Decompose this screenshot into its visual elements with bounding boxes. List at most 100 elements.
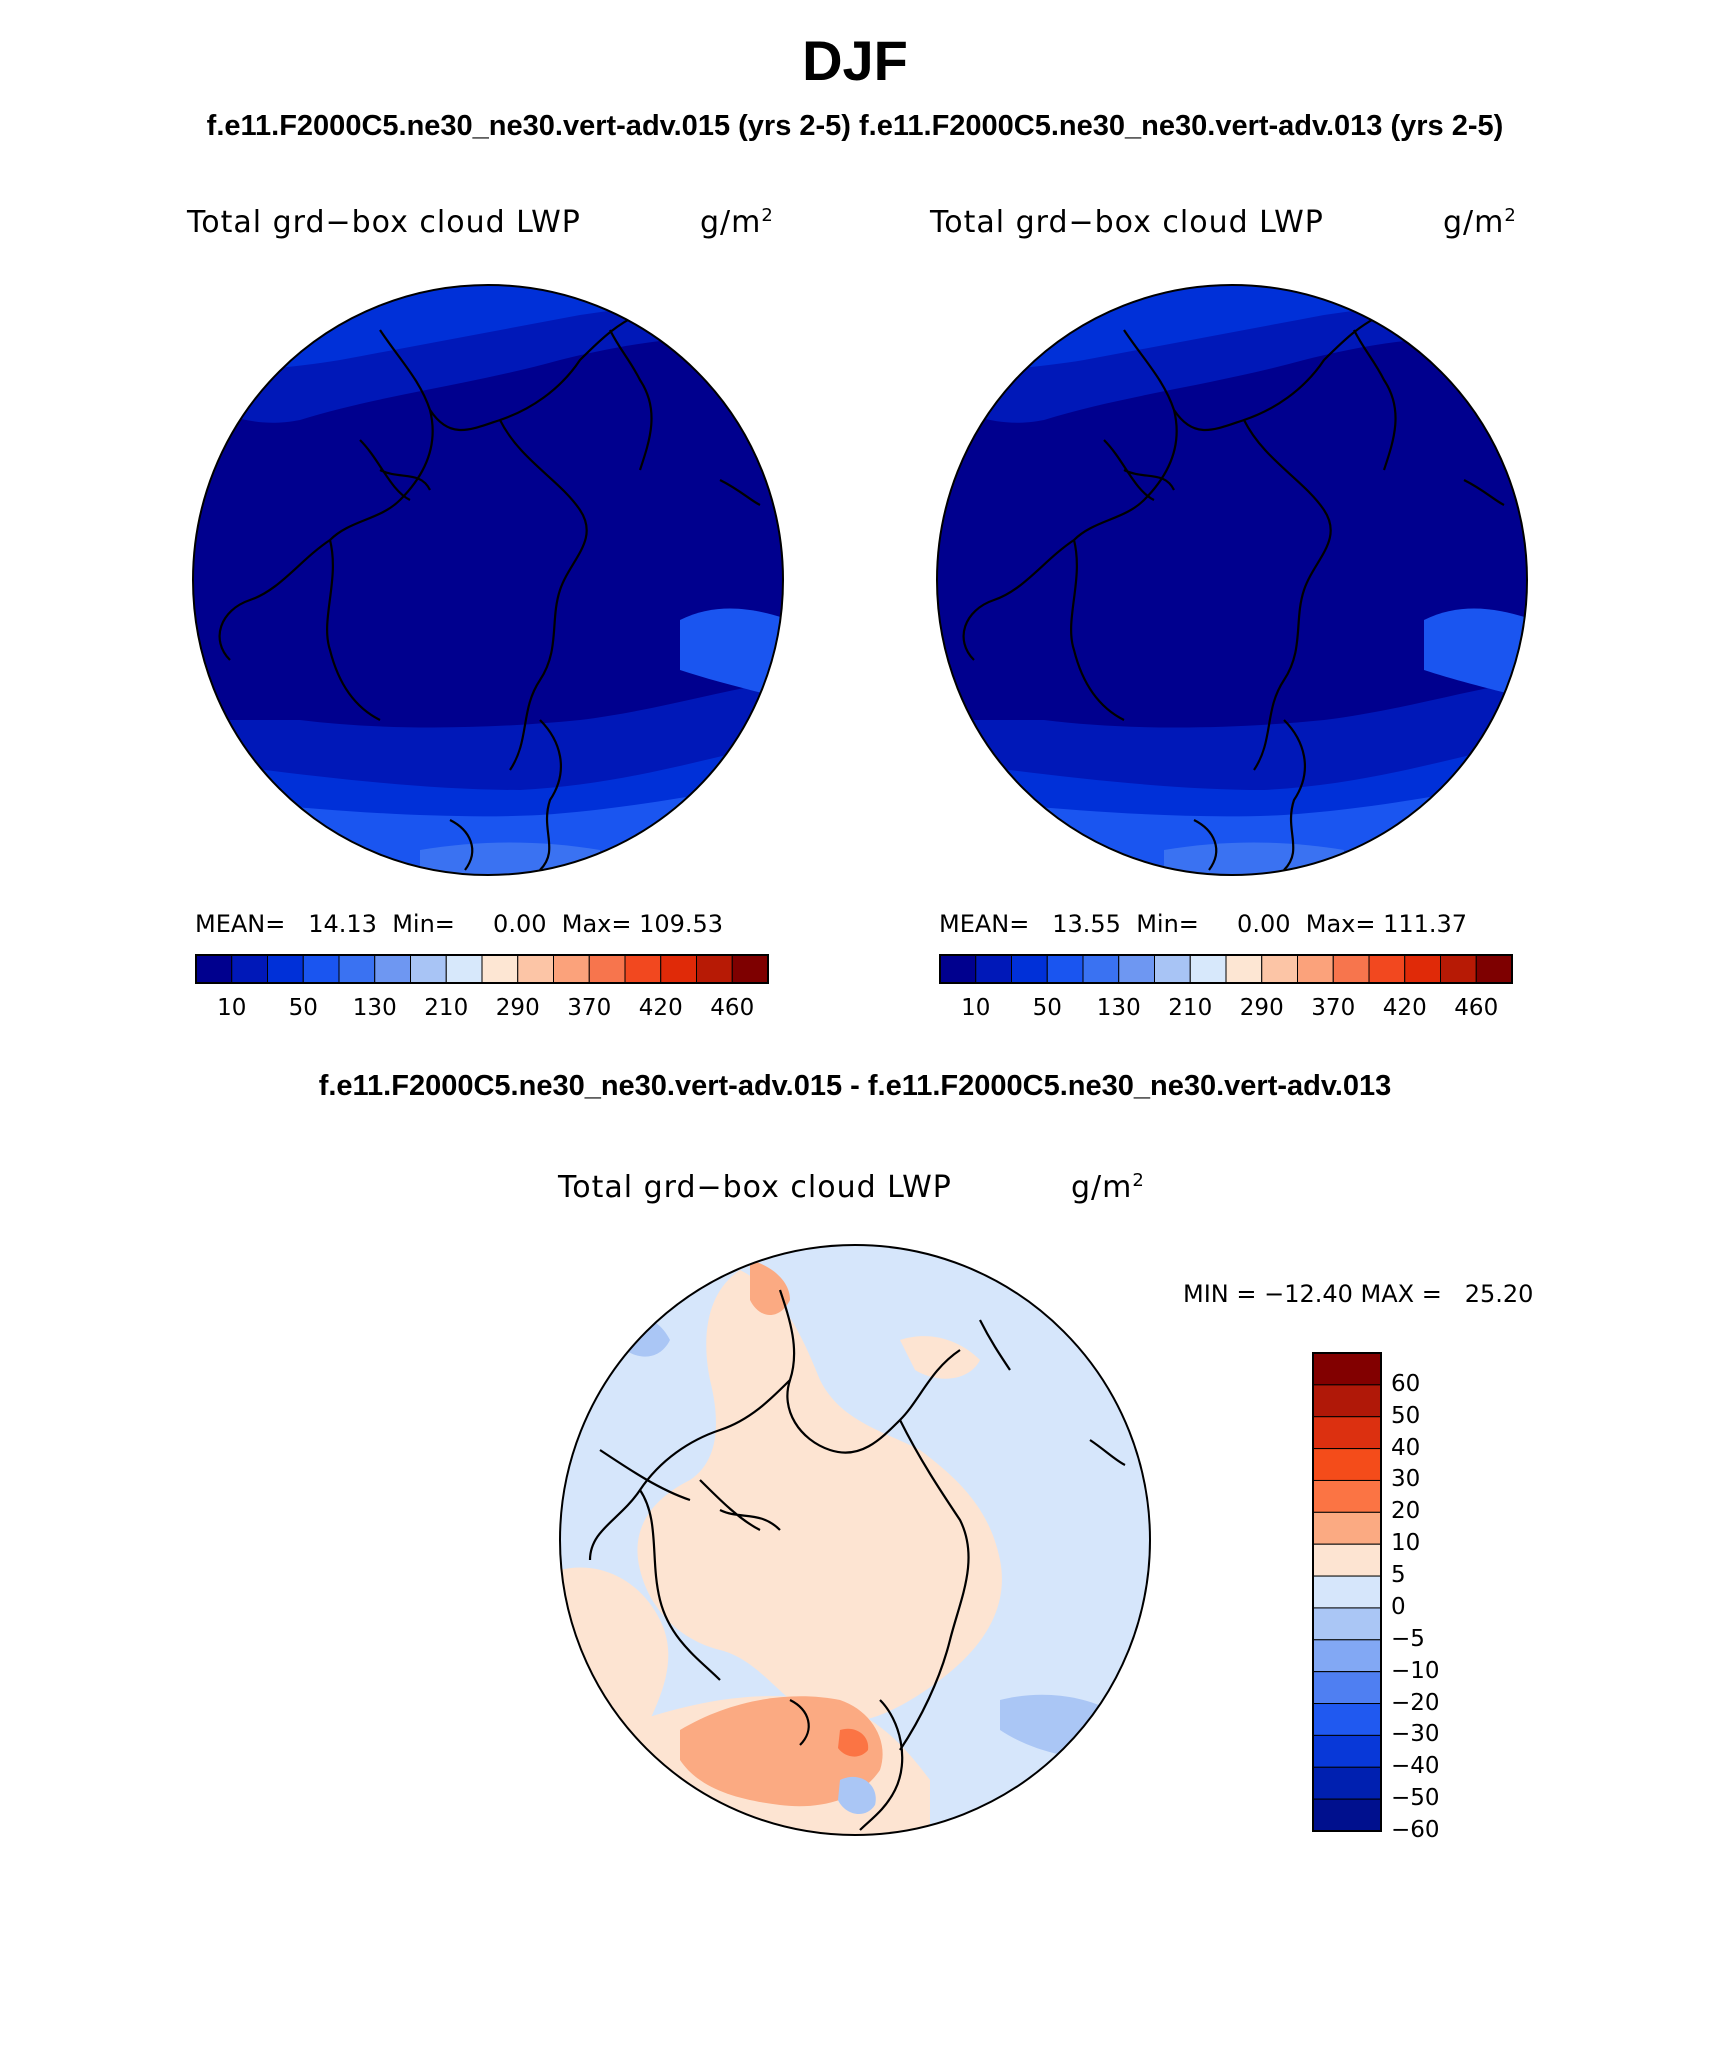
colorbar-swatch (1154, 954, 1191, 984)
colorbar-swatch (1312, 1416, 1382, 1450)
panel1-colorbar (195, 954, 769, 984)
colorbar-swatch (1475, 954, 1513, 984)
colorbar-tick-label: −20 (1391, 1689, 1440, 1716)
panel1-units-exp: 2 (761, 205, 774, 226)
colorbar-tick-label: 370 (1311, 995, 1356, 1021)
colorbar-tick-label: −5 (1391, 1625, 1425, 1652)
panel2-units-label: g/m2 (1443, 205, 1517, 240)
panel1-map (192, 284, 784, 876)
colorbar-tick-label: 30 (1391, 1466, 1421, 1493)
colorbar-tick-label: 460 (1454, 995, 1499, 1021)
colorbar-swatch (1312, 1575, 1382, 1609)
case-names: f.e11.F2000C5.ne30_ne30.vert-adv.015 (yr… (206, 110, 1504, 142)
colorbar-frame (195, 954, 769, 984)
panel1-variable-label: Total grd−box cloud LWP (187, 205, 581, 240)
colorbar-tick-label: −60 (1391, 1817, 1440, 1843)
colorbar-swatch (624, 954, 662, 984)
colorbar-swatch (696, 954, 733, 984)
colorbar-tick-label: 130 (1096, 995, 1141, 1021)
diff-units-base: g/m (1071, 1170, 1133, 1205)
colorbar-tick-label: 130 (352, 995, 397, 1021)
colorbar-swatch (1312, 1479, 1382, 1513)
diff-minmax: MIN = −12.40 MAX = 25.20 (1183, 1280, 1534, 1308)
colorbar-swatch (1011, 954, 1048, 984)
colorbar-tick-label: 460 (710, 995, 755, 1021)
colorbar-tick-label: 40 (1391, 1434, 1421, 1461)
colorbar-swatch (1312, 1798, 1382, 1832)
colorbar-swatch (1118, 954, 1155, 984)
panel2-units-exp: 2 (1504, 205, 1517, 226)
colorbar-swatch (1297, 954, 1334, 984)
colorbar-frame (1312, 1352, 1382, 1832)
colorbar-swatch (481, 954, 519, 984)
colorbar-tick-label: −50 (1391, 1785, 1440, 1812)
colorbar-swatch (553, 954, 590, 984)
colorbar-swatch (588, 954, 626, 984)
colorbar-tick-label: 290 (495, 995, 540, 1021)
colorbar-tick-label: 210 (424, 995, 469, 1021)
colorbar-tick-label: 420 (638, 995, 683, 1021)
colorbar-swatch (1312, 1384, 1382, 1418)
colorbar-swatch (517, 954, 554, 984)
colorbar-tick-label: 370 (567, 995, 612, 1021)
colorbar-swatch (1312, 1639, 1382, 1673)
diff-case-names: f.e11.F2000C5.ne30_ne30.vert-adv.015 - f… (318, 1070, 1392, 1102)
colorbar-swatch (374, 954, 411, 984)
colorbar-swatch (1312, 1766, 1382, 1800)
colorbar-tick-label: 5 (1391, 1562, 1406, 1589)
colorbar-swatch (195, 954, 233, 984)
colorbar-swatch (410, 954, 447, 984)
colorbar-swatch (445, 954, 483, 984)
panel2-stats: MEAN= 13.55 Min= 0.00 Max= 111.37 (939, 910, 1468, 938)
colorbar-swatch (1312, 1607, 1382, 1641)
colorbar-swatch (1261, 954, 1298, 984)
colorbar-tick-label: 50 (288, 995, 318, 1021)
colorbar-swatch (1440, 954, 1477, 984)
colorbar-swatch (1046, 954, 1084, 984)
colorbar-swatch (1312, 1543, 1382, 1577)
colorbar-tick-label: 60 (1391, 1370, 1421, 1397)
panel2-variable-label: Total grd−box cloud LWP (930, 205, 1324, 240)
colorbar-swatch (1368, 954, 1406, 984)
colorbar-swatch (1404, 954, 1441, 984)
colorbar-tick-label: 420 (1382, 995, 1427, 1021)
colorbar-swatch (1332, 954, 1370, 984)
colorbar-tick-label: 0 (1391, 1593, 1406, 1620)
colorbar-tick-label: 10 (1391, 1530, 1421, 1557)
diff-units-label: g/m2 (1071, 1170, 1145, 1205)
panel1-units-base: g/m (700, 205, 762, 240)
colorbar-tick-label: 10 (961, 995, 991, 1021)
colorbar-swatch (975, 954, 1012, 984)
colorbar-swatch (1312, 1511, 1382, 1545)
colorbar-swatch (1312, 1352, 1382, 1386)
colorbar-tick-label: −10 (1391, 1657, 1440, 1684)
colorbar-frame (939, 954, 1513, 984)
season-title: DJF (802, 29, 908, 92)
diff-map (559, 1244, 1151, 1836)
colorbar-swatch (302, 954, 340, 984)
colorbar-swatch (231, 954, 268, 984)
colorbar-swatch (1312, 1703, 1382, 1736)
colorbar-swatch (1189, 954, 1227, 984)
colorbar-tick-label: 10 (217, 995, 247, 1021)
colorbar-swatch (660, 954, 697, 984)
panel1-stats: MEAN= 14.13 Min= 0.00 Max= 109.53 (195, 910, 724, 938)
colorbar-swatch (1312, 1671, 1382, 1705)
colorbar-swatch (1312, 1734, 1382, 1768)
colorbar-tick-label: 50 (1032, 995, 1062, 1021)
colorbar-tick-label: 50 (1391, 1402, 1421, 1429)
diff-variable-label: Total grd−box cloud LWP (558, 1170, 952, 1205)
panel2-map (936, 284, 1528, 876)
colorbar-swatch (267, 954, 304, 984)
colorbar-swatch (338, 954, 376, 984)
colorbar-tick-label: −40 (1391, 1753, 1440, 1780)
diff-colorbar (1312, 1352, 1382, 1832)
colorbar-swatch (1312, 1448, 1382, 1481)
panel1-units-label: g/m2 (700, 205, 774, 240)
colorbar-swatch (1225, 954, 1263, 984)
colorbar-tick-label: 210 (1168, 995, 1213, 1021)
colorbar-tick-label: 20 (1391, 1498, 1421, 1525)
colorbar-swatch (1082, 954, 1120, 984)
diff-units-exp: 2 (1132, 1170, 1145, 1191)
